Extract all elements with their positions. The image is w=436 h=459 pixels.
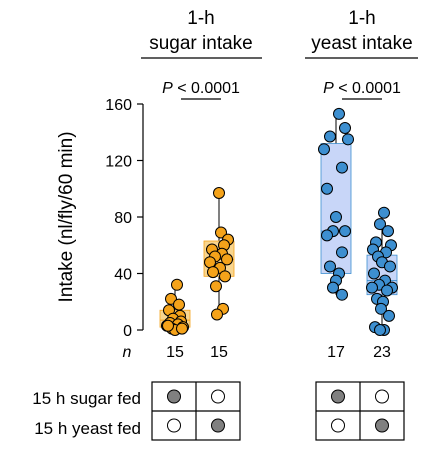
group-0-0 — [159, 278, 191, 336]
n-labels: n 15 15 17 23 — [123, 344, 391, 361]
condition-empty-circle — [167, 418, 181, 433]
condition-table: 15 h sugar fed 15 h yeast fed — [32, 381, 405, 441]
data-point — [324, 130, 336, 143]
y-axis: 0 40 80 120 160 Intake (nl/fly/60 min) — [56, 97, 144, 340]
condition-filled-circle — [167, 389, 181, 404]
condition-grid-yeast — [315, 381, 405, 441]
data-point — [336, 161, 348, 174]
n-yeast-yeastfed: 23 — [373, 344, 391, 361]
sugar-p-value: P < 0.0001 — [162, 80, 240, 97]
data-point — [204, 256, 216, 269]
data-point — [368, 267, 380, 280]
yeast-title-line1: 1-h — [348, 8, 375, 29]
y-tick-label: 0 — [123, 323, 132, 340]
data-point — [321, 182, 333, 195]
data-point — [321, 229, 333, 242]
group-0-1 — [203, 186, 235, 321]
n-label: n — [123, 344, 132, 361]
panel-sugar-header: 1-h sugar intake P < 0.0001 — [141, 8, 262, 100]
yeast-p-value: P < 0.0001 — [323, 80, 401, 97]
data-point — [219, 270, 231, 283]
y-tick-label: 120 — [105, 154, 132, 171]
yeast-p-text: < 0.0001 — [334, 80, 401, 97]
data-point — [375, 302, 387, 315]
panel-yeast-header: 1-h yeast intake P < 0.0001 — [305, 8, 418, 100]
yeast-p-letter: P — [323, 80, 334, 97]
data-point — [171, 278, 183, 291]
data-point — [173, 298, 185, 311]
data-point — [327, 281, 339, 294]
condition-filled-circle — [211, 418, 225, 433]
data-point — [378, 206, 390, 219]
row-label-yeast-fed: 15 h yeast fed — [34, 419, 141, 438]
data-point — [318, 143, 330, 156]
data-point — [336, 246, 348, 259]
n-yeast-sugarfed: 17 — [327, 344, 345, 361]
group-1-1 — [366, 206, 398, 336]
n-sugar-yeastfed: 15 — [210, 344, 228, 361]
y-tick-label: 40 — [114, 267, 132, 284]
condition-empty-circle — [331, 418, 345, 433]
condition-empty-circle — [211, 389, 225, 404]
data-point — [333, 107, 345, 120]
sugar-title-line1: 1-h — [187, 8, 214, 29]
data-point — [215, 226, 227, 239]
y-tick-label: 160 — [105, 97, 132, 114]
data-point — [330, 211, 342, 223]
data-point — [366, 281, 378, 294]
data-point — [336, 288, 348, 301]
data-point — [162, 319, 174, 332]
data-point — [213, 186, 225, 199]
condition-grid-sugar — [151, 381, 241, 441]
data-point — [221, 253, 233, 266]
sugar-p-text: < 0.0001 — [173, 80, 240, 97]
y-axis-label: Intake (nl/fly/60 min) — [56, 131, 77, 302]
data-point — [207, 266, 219, 279]
data-point — [339, 225, 351, 238]
data-point — [339, 122, 351, 135]
group-1-0 — [318, 107, 354, 301]
condition-filled-circle — [375, 418, 389, 433]
data-point — [381, 284, 393, 297]
data-point — [374, 324, 386, 336]
sugar-p-letter: P — [162, 80, 173, 97]
data-point — [324, 260, 336, 273]
y-tick-label: 80 — [114, 210, 132, 227]
n-sugar-starved: 15 — [166, 344, 184, 361]
data-point — [382, 225, 394, 238]
data-point — [210, 280, 222, 293]
row-label-sugar-fed: 15 h sugar fed — [32, 389, 141, 408]
data-point — [384, 260, 396, 273]
condition-empty-circle — [375, 389, 389, 404]
sugar-title-line2: sugar intake — [149, 33, 253, 54]
yeast-title-line2: yeast intake — [311, 33, 412, 54]
data-point — [383, 309, 395, 322]
data-point — [374, 218, 386, 231]
data-point — [342, 133, 354, 146]
data-point — [211, 308, 223, 321]
data-point — [176, 322, 188, 335]
condition-filled-circle — [331, 389, 345, 404]
